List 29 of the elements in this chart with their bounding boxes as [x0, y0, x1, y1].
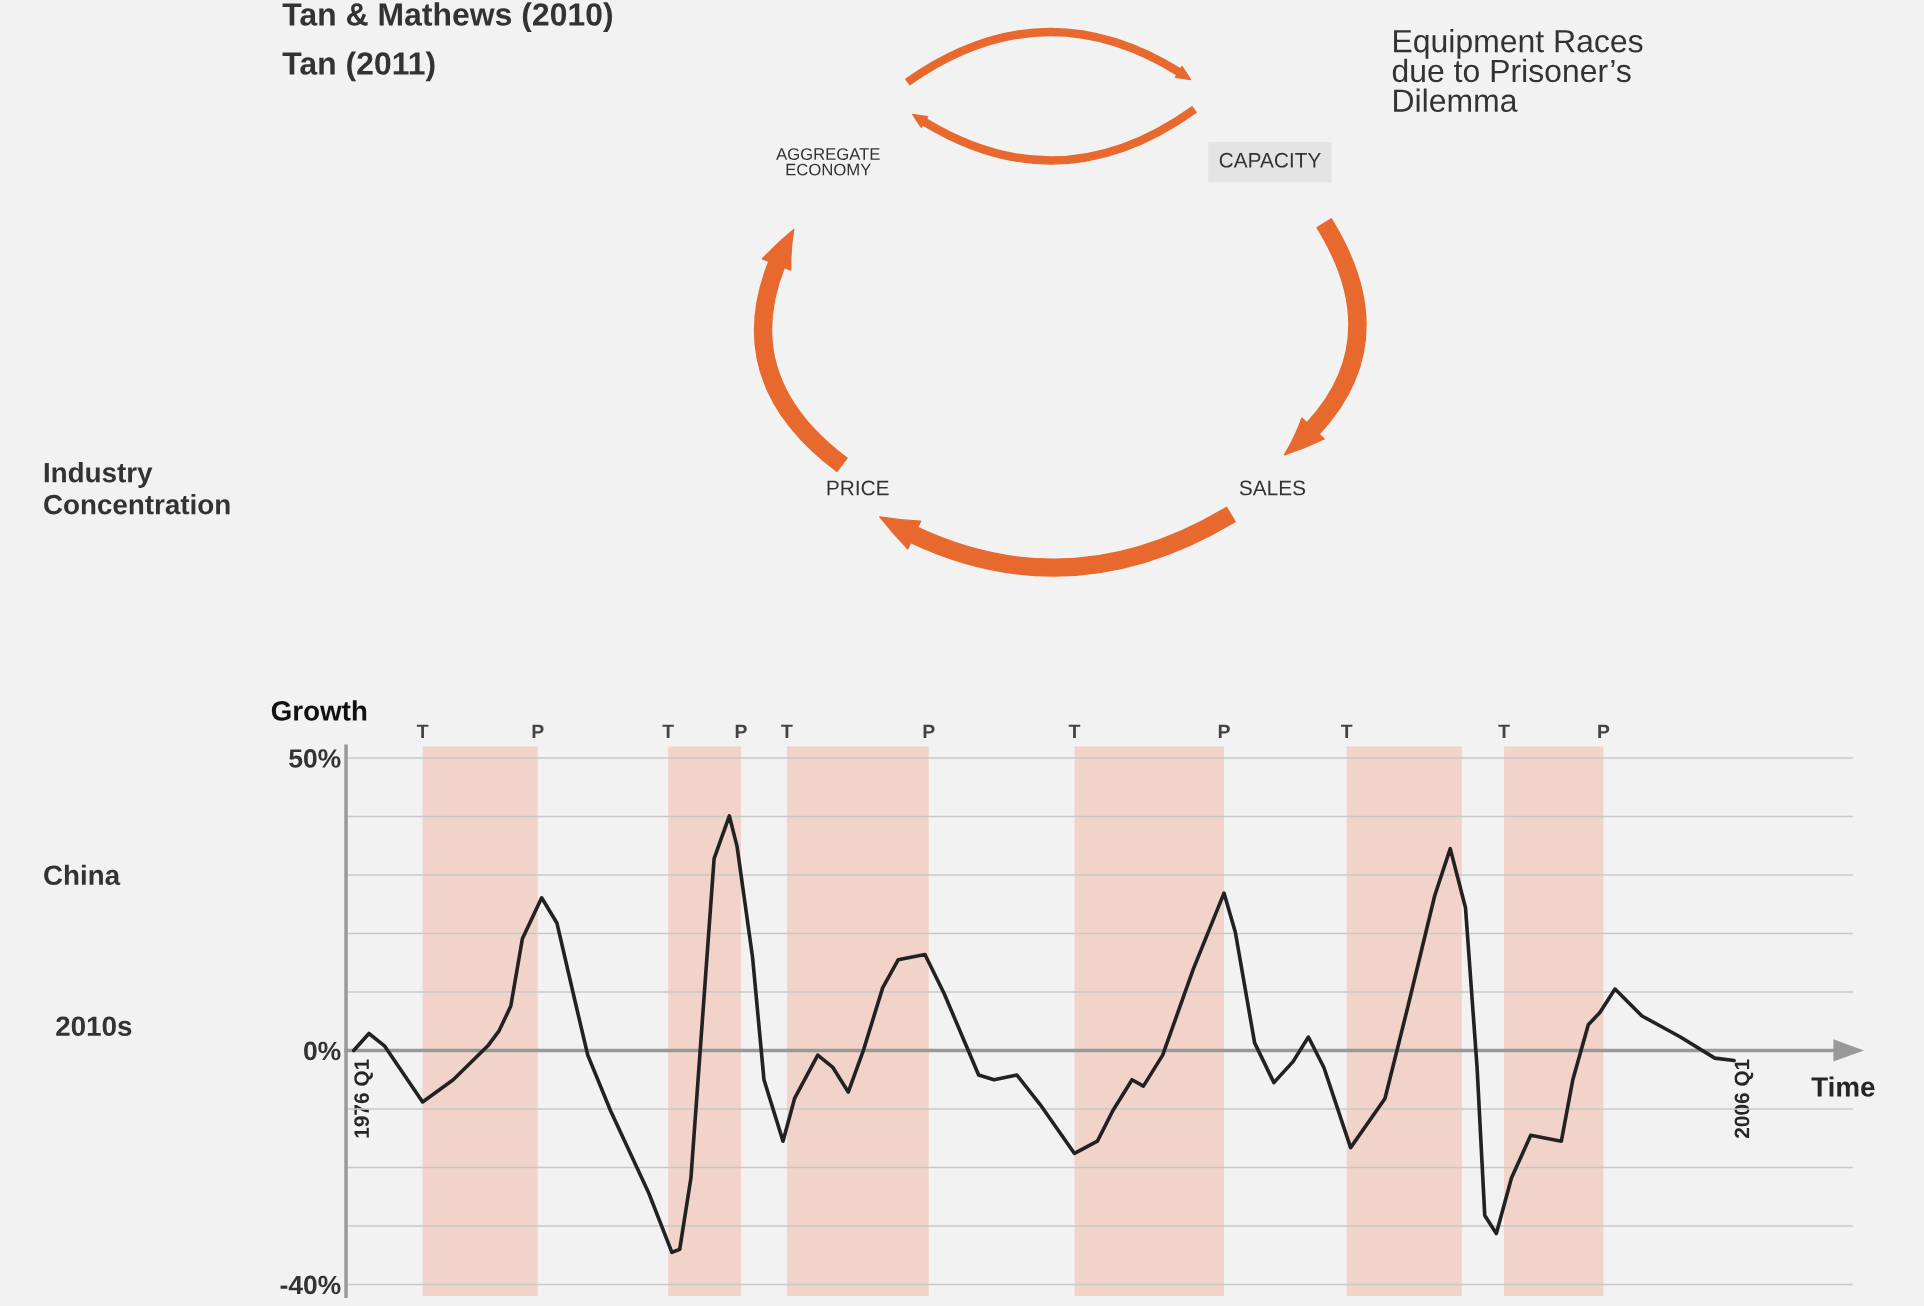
text: SALES: [1239, 480, 1306, 496]
annotation: P: [532, 724, 544, 739]
y-tick-label: 0%: [304, 1041, 341, 1061]
y-axis-title: Growth: [271, 700, 367, 721]
annotation: T: [781, 724, 793, 739]
y-tick-label: -40%: [280, 1275, 341, 1295]
x-tick-label: 1976 Q1: [354, 1059, 373, 1138]
text: Equipment Races due to Prisoner’s Dilemma: [1392, 28, 1643, 112]
annotation: T: [416, 724, 429, 739]
y-tick-label: 50%: [289, 749, 341, 768]
annotation: T: [1068, 724, 1081, 739]
annotation: P: [923, 724, 935, 739]
text: PRICE: [827, 480, 889, 496]
text: AGGREGATE ECONOMY: [776, 148, 880, 176]
text: China: [44, 864, 121, 886]
annotation: P: [1598, 724, 1610, 739]
x-axis-title: Time: [1811, 1076, 1875, 1097]
text: Industry Concentration: [44, 462, 230, 515]
annotation: P: [735, 724, 747, 739]
annotation: T: [1340, 724, 1353, 739]
annotation: P: [1218, 724, 1230, 739]
text: Tan & Mathews (2010): [282, 2, 613, 33]
annotation: T: [662, 724, 674, 739]
text: CAPACITY: [1219, 152, 1321, 168]
line-series: [351, 814, 1736, 1255]
text: 2010s: [56, 1016, 132, 1037]
x-tick-label: 2006 Q1: [1734, 1059, 1754, 1139]
text: Tan (2011): [282, 51, 435, 82]
annotation: T: [1498, 724, 1510, 739]
